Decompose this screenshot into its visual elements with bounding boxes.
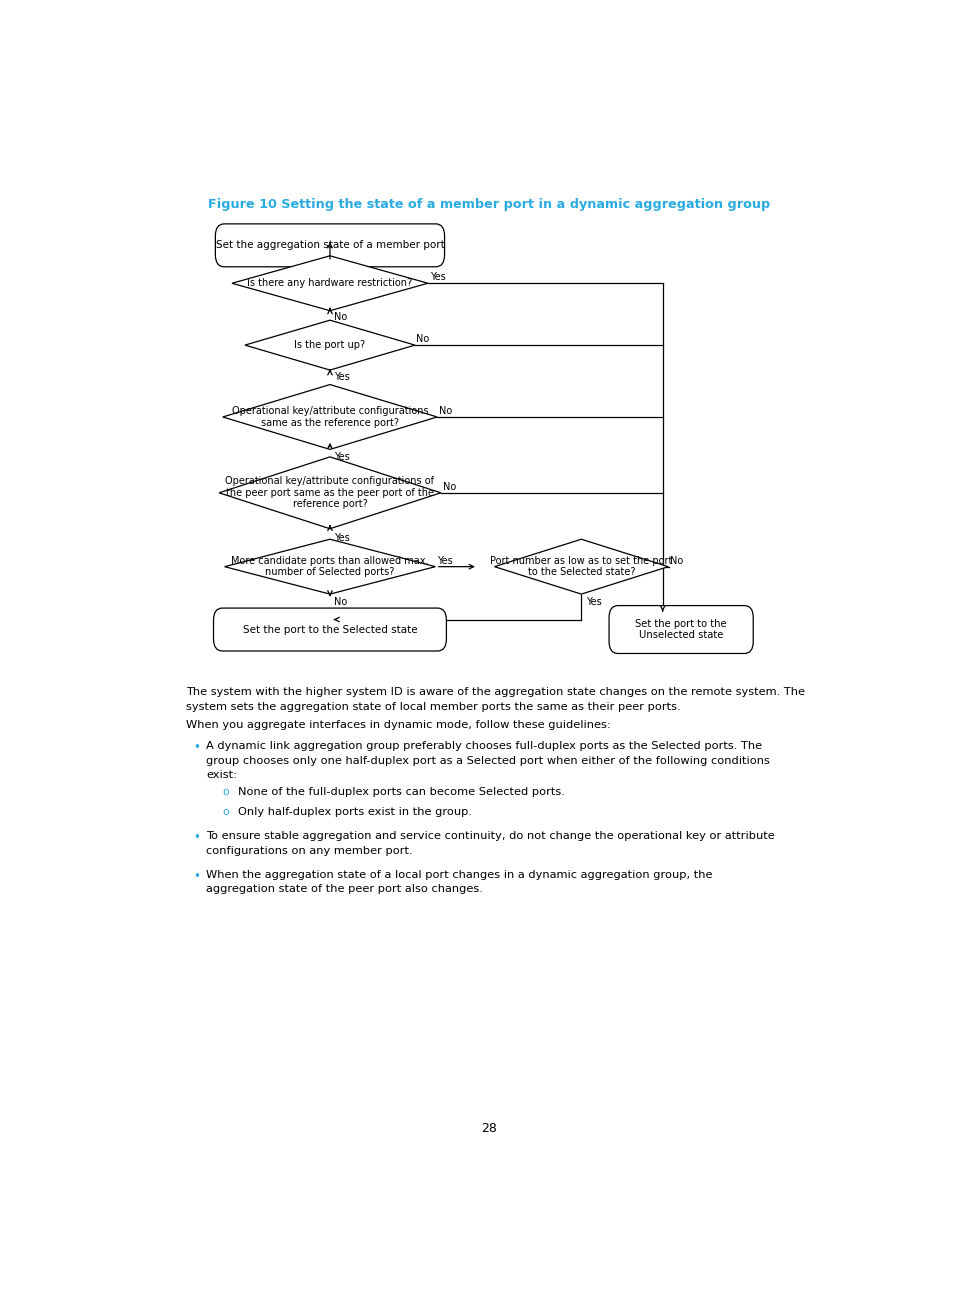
FancyBboxPatch shape bbox=[213, 608, 446, 651]
Text: Port number as low as to set the port
to the Selected state?: Port number as low as to set the port to… bbox=[490, 556, 672, 578]
Text: Is the port up?: Is the port up? bbox=[294, 340, 365, 350]
Polygon shape bbox=[232, 255, 428, 311]
Text: No: No bbox=[439, 406, 452, 416]
Polygon shape bbox=[219, 457, 440, 529]
Text: No: No bbox=[442, 482, 456, 491]
Polygon shape bbox=[245, 320, 415, 371]
Text: Yes: Yes bbox=[436, 556, 453, 565]
Text: Set the port to the Selected state: Set the port to the Selected state bbox=[242, 625, 416, 635]
Text: Is there any hardware restriction?: Is there any hardware restriction? bbox=[247, 279, 412, 288]
Text: Figure 10 Setting the state of a member port in a dynamic aggregation group: Figure 10 Setting the state of a member … bbox=[208, 198, 769, 211]
Text: o: o bbox=[222, 807, 230, 818]
Text: No: No bbox=[669, 556, 682, 565]
Text: Set the port to the
Unselected state: Set the port to the Unselected state bbox=[635, 618, 726, 640]
Text: o: o bbox=[222, 787, 230, 797]
Text: Yes: Yes bbox=[335, 372, 350, 382]
Text: Yes: Yes bbox=[585, 596, 601, 607]
Text: Operational key/attribute configurations
same as the reference port?: Operational key/attribute configurations… bbox=[232, 406, 428, 428]
Text: None of the full-duplex ports can become Selected ports.: None of the full-duplex ports can become… bbox=[237, 787, 564, 797]
Text: •: • bbox=[193, 741, 200, 754]
Polygon shape bbox=[494, 539, 667, 594]
Text: No: No bbox=[335, 312, 347, 323]
Text: When you aggregate interfaces in dynamic mode, follow these guidelines:: When you aggregate interfaces in dynamic… bbox=[186, 721, 610, 731]
Text: No: No bbox=[416, 334, 429, 345]
FancyBboxPatch shape bbox=[215, 224, 444, 267]
Polygon shape bbox=[224, 539, 435, 594]
Text: Operational key/attribute configurations of
the peer port same as the peer port : Operational key/attribute configurations… bbox=[225, 476, 434, 509]
Text: Only half-duplex ports exist in the group.: Only half-duplex ports exist in the grou… bbox=[237, 807, 471, 818]
Text: To ensure stable aggregation and service continuity, do not change the operation: To ensure stable aggregation and service… bbox=[206, 831, 775, 855]
Text: Yes: Yes bbox=[335, 452, 350, 461]
Text: When the aggregation state of a local port changes in a dynamic aggregation grou: When the aggregation state of a local po… bbox=[206, 870, 712, 894]
Text: •: • bbox=[193, 870, 200, 883]
Text: More candidate ports than allowed max.
number of Selected ports?: More candidate ports than allowed max. n… bbox=[231, 556, 428, 578]
FancyBboxPatch shape bbox=[608, 605, 753, 653]
Text: No: No bbox=[335, 596, 347, 607]
Text: Yes: Yes bbox=[335, 533, 350, 543]
Text: 28: 28 bbox=[480, 1122, 497, 1135]
Text: Yes: Yes bbox=[429, 272, 445, 283]
Polygon shape bbox=[222, 385, 436, 450]
Text: The system with the higher system ID is aware of the aggregation state changes o: The system with the higher system ID is … bbox=[186, 687, 804, 712]
Text: •: • bbox=[193, 831, 200, 844]
Text: A dynamic link aggregation group preferably chooses full-duplex ports as the Sel: A dynamic link aggregation group prefera… bbox=[206, 741, 770, 780]
Text: Set the aggregation state of a member port: Set the aggregation state of a member po… bbox=[215, 240, 444, 250]
